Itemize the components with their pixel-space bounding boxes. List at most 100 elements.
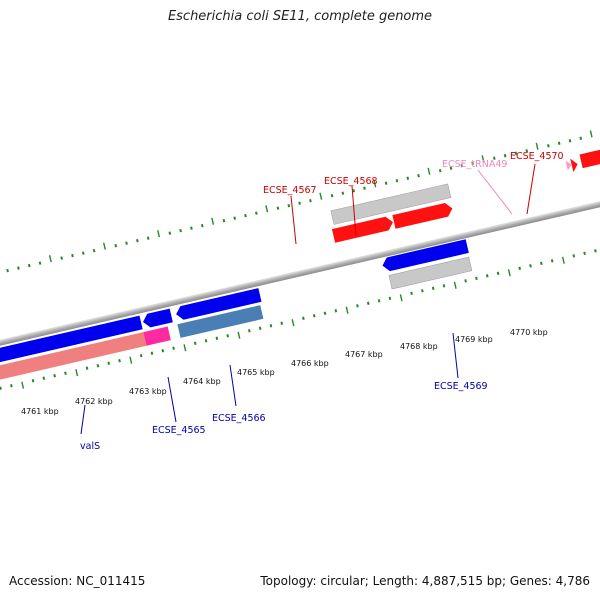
outer-tick-row [6,130,593,273]
minor-tick [42,376,46,380]
scale-label: 4764 kbp [183,377,221,386]
minor-tick [568,139,572,143]
minor-tick [27,263,31,268]
major-tick [183,344,187,352]
minor-tick [583,251,586,256]
map-track-group [0,130,600,390]
minor-tick [248,329,251,333]
gene-ECSE_4569[interactable] [381,239,469,272]
gene-forward-right[interactable] [579,136,600,169]
minor-tick [92,248,96,253]
minor-tick [150,351,154,355]
minor-tick [334,309,338,313]
minor-tick [258,326,262,330]
minor-tick [280,321,284,325]
gene-label-ECSE_4565[interactable]: ECSE_4565 [152,425,206,436]
minor-tick [410,291,413,296]
minor-tick [298,201,301,205]
major-tick [427,167,431,175]
minor-tick [356,304,359,308]
minor-tick [485,274,489,278]
minor-tick [136,238,139,243]
gray-feature-bottom[interactable] [388,256,473,290]
major-tick [481,155,485,163]
minor-tick [125,241,128,245]
minor-tick [172,346,175,350]
minor-tick [53,374,56,378]
minor-tick [525,149,529,153]
minor-tick [529,264,532,268]
minor-tick [204,339,208,343]
gray-feature-top[interactable] [330,183,452,225]
minor-tick [518,266,522,271]
gene-label-ECSE_4567[interactable]: ECSE_4567 [263,185,317,196]
minor-tick [406,176,410,180]
minor-tick [442,284,446,288]
gene-label-valS[interactable]: valS [80,441,100,452]
minor-tick [550,259,554,263]
gene-ECSE_4567[interactable] [331,215,395,243]
minor-tick [6,268,9,273]
major-tick [535,142,539,150]
minor-tick [384,181,388,185]
minor-tick [168,231,172,235]
minor-tick [233,216,237,220]
gene-label-ECSE_4566[interactable]: ECSE_4566 [212,413,266,424]
minor-tick [460,164,464,168]
gene-label-ECSE_4570[interactable]: ECSE_4570 [510,151,564,162]
minor-tick [547,144,550,148]
minor-tick [341,191,345,195]
gene-ECSE_4566[interactable] [175,288,262,321]
minor-tick [464,279,467,283]
minor-tick [215,336,219,340]
minor-tick [161,349,165,353]
minor-tick [200,223,204,228]
pink-feature-valS[interactable] [0,332,147,388]
magenta-feature[interactable] [143,326,171,346]
gene-label-ECSE_4568[interactable]: ECSE_4568 [324,176,378,187]
gene-label-ECSE_4569[interactable]: ECSE_4569 [434,381,488,392]
minor-tick [366,301,370,305]
minor-tick [269,324,273,328]
minor-tick [438,169,442,173]
minor-tick [309,199,312,203]
gene-valS[interactable] [0,315,143,371]
major-tick [589,130,593,138]
major-tick [21,381,25,389]
accession-text: Accession: NC_011415 [9,574,146,588]
major-tick [157,230,161,238]
major-tick [507,269,511,277]
gene-ECSE_4568[interactable] [392,202,454,229]
minor-tick [10,384,13,388]
minor-tick [193,341,197,345]
minor-tick [330,194,334,198]
major-tick [103,242,106,250]
scale-labels: 4761 kbp 4762 kbp 4763 kbp 4764 kbp 4765… [21,328,548,416]
major-tick [345,306,349,314]
inner-tick-row [0,249,597,390]
minor-tick [81,251,85,255]
minor-tick [60,256,63,260]
minor-tick [302,316,305,320]
gene-ECSE_tRNA49[interactable] [565,160,573,171]
minor-tick [31,379,35,383]
scale-label: 4767 kbp [345,350,383,359]
minor-tick [276,206,280,210]
minor-tick [85,366,89,370]
minor-tick [222,218,226,223]
major-tick [211,217,215,225]
scale-label: 4765 kbp [237,368,275,377]
gene-ECSE_4565[interactable] [141,308,173,329]
minor-tick [312,314,316,318]
major-tick [399,294,403,302]
minor-tick [255,211,258,215]
gene-label-ECSE_tRNA49[interactable]: ECSE_tRNA49 [442,159,507,170]
minor-tick [417,174,420,178]
minor-tick [352,189,355,193]
major-tick [48,255,52,263]
minor-tick [363,186,366,190]
map-title: Escherichia coli SE11, complete genome [167,9,433,24]
gene-ECSE_4570[interactable] [570,157,579,173]
steelblue-feature[interactable] [177,305,264,338]
